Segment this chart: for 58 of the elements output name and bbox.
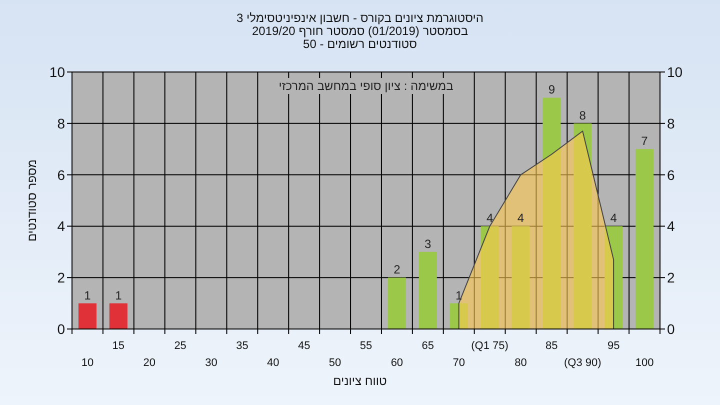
x-tick-label: 60	[390, 357, 404, 369]
x-axis-title: טווח ציונים	[333, 374, 388, 388]
chart-title: היסטוגרמת ציונים בקורס - חשבון אינפיניטסימלי 3	[236, 11, 484, 25]
y-tick-label: 10	[49, 64, 66, 80]
y2-tick-label: 6	[667, 166, 675, 183]
bar	[388, 278, 406, 329]
bar	[512, 226, 530, 329]
y-axis-title: מספר סטודנטים	[25, 159, 39, 242]
y2-tick-label: 10	[667, 64, 683, 80]
x-tick-label: 30	[205, 357, 218, 369]
data-label: 4	[517, 211, 524, 226]
x-tick-label: 35	[236, 340, 248, 352]
data-label: 1	[456, 288, 462, 302]
x-tick-label: 95	[607, 340, 620, 352]
data-label: 7	[641, 134, 648, 148]
x-tick-label: (Q1 75)	[471, 340, 508, 352]
x-tick-label: 100	[635, 357, 654, 369]
y-tick-label: 6	[57, 166, 66, 183]
x-tick-label: 40	[267, 357, 280, 369]
data-label: 1	[115, 288, 122, 302]
x-tick-label: (Q3 90)	[564, 357, 602, 369]
x-tick-label: 85	[546, 340, 558, 352]
x-tick-label: 55	[360, 340, 372, 352]
data-label: 4	[610, 211, 618, 226]
y2-tick-label: 0	[667, 321, 675, 337]
bar	[542, 98, 561, 329]
x-tick-label: 10	[81, 357, 94, 369]
y-tick-label: 8	[57, 115, 66, 132]
bar	[418, 252, 437, 329]
data-label: 2	[394, 262, 401, 277]
y-tick-label: 2	[57, 270, 66, 286]
bar	[636, 149, 654, 329]
bar	[574, 123, 592, 329]
data-label: 1	[84, 288, 92, 302]
data-label: 9	[548, 82, 556, 97]
x-tick-label: 50	[328, 357, 342, 369]
y-tick-label: 4	[57, 218, 66, 234]
x-tick-label: 70	[452, 357, 465, 369]
data-label: 4	[486, 211, 494, 226]
x-tick-label: 80	[514, 357, 527, 369]
x-tick-label: 15	[112, 340, 125, 352]
bar	[480, 226, 499, 329]
x-tick-label: 20	[143, 357, 156, 369]
y2-tick-label: 8	[667, 115, 675, 132]
bar	[450, 303, 468, 329]
x-tick-label: 25	[174, 340, 186, 352]
bar	[604, 226, 623, 329]
x-tick-label: 45	[298, 340, 310, 352]
y-tick-label: 0	[57, 321, 66, 337]
x-tick-label: 65	[422, 340, 434, 352]
annotation: במשימה : ציון סופי במחשב המרכזי	[278, 79, 454, 93]
chart-subtitle: בסמסטר (01/2019) סמסטר חורף 2019/20 סטודנטים רשומים - 50	[252, 24, 468, 51]
data-label: 3	[424, 236, 432, 251]
y2-tick-label: 4	[667, 218, 675, 234]
y2-tick-label: 2	[667, 270, 675, 286]
bar	[78, 303, 96, 329]
bar	[109, 303, 128, 329]
data-label: 8	[579, 108, 586, 122]
